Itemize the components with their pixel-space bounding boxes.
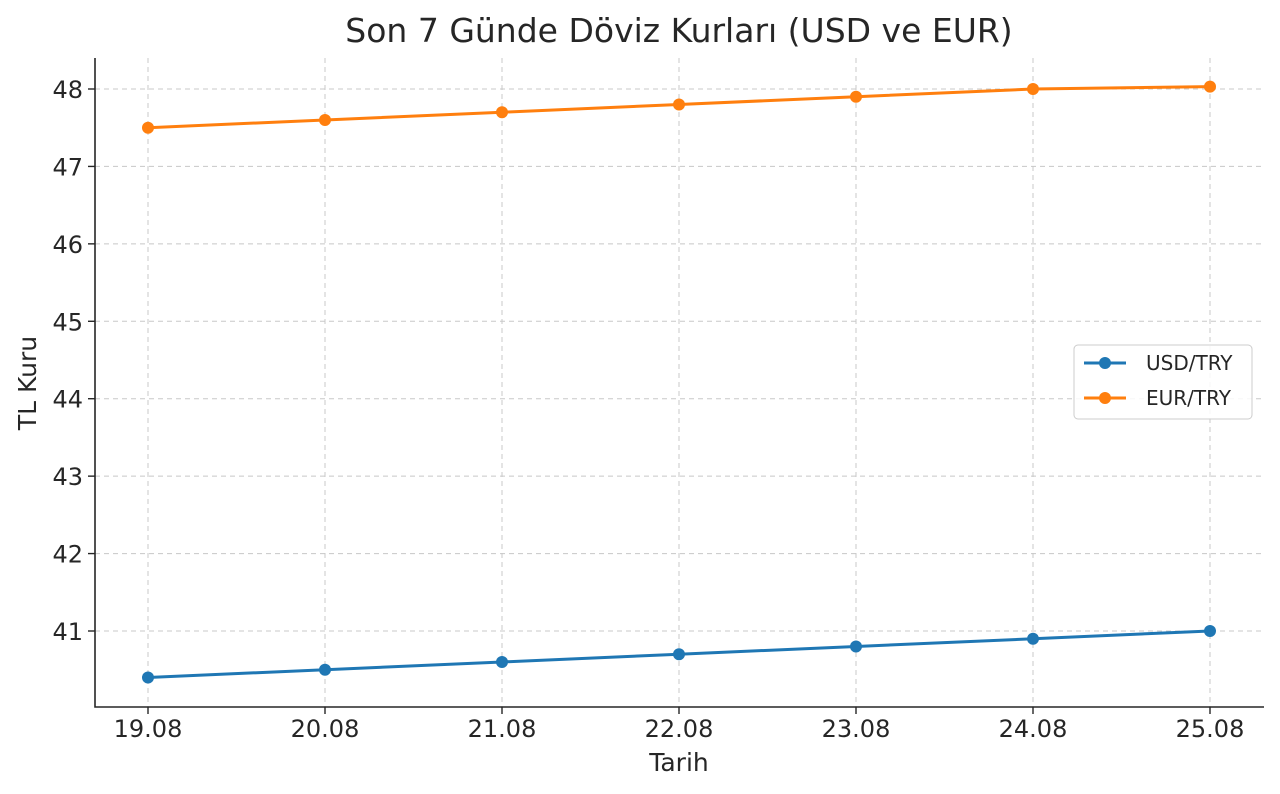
tick-labels: 19.08 20.08 21.08 22.08 23.08 24.08 25.08 41 42 4… [52, 76, 1244, 743]
y-tick-label: 43 [52, 463, 83, 491]
data-point-eur-try [142, 121, 154, 134]
y-tick-label: 41 [52, 618, 83, 646]
y-tick-label: 48 [52, 76, 83, 104]
data-point-usd-try [850, 640, 862, 653]
data-point-usd-try [673, 648, 685, 661]
data-point-usd-try [496, 655, 508, 668]
y-tick-label: 44 [52, 386, 83, 414]
legend: USD/TRY EUR/TRY [1073, 344, 1253, 420]
x-tick-label: 19.08 [114, 715, 183, 743]
data-point-usd-try [1027, 632, 1039, 645]
data-point-usd-try [1204, 625, 1216, 637]
data-point-eur-try [1204, 80, 1216, 93]
y-tick-label: 42 [52, 541, 83, 569]
data-point-usd-try [319, 663, 331, 676]
legend-marker-eur [1099, 392, 1111, 404]
x-tick-label: 24.08 [999, 715, 1068, 743]
axis-spines [94, 58, 1264, 708]
legend-label-usd: USD/TRY [1146, 351, 1233, 375]
x-tick-label: 21.08 [468, 715, 537, 743]
x-axis-label: Tarih [648, 748, 709, 777]
x-tick-label: 20.08 [291, 715, 360, 743]
y-axis-label: TL Kuru [13, 336, 42, 431]
y-tick-label: 45 [52, 308, 83, 336]
data-point-eur-try [319, 113, 331, 126]
series [142, 80, 1216, 684]
data-point-eur-try [496, 106, 508, 119]
y-tick-label: 47 [52, 153, 83, 181]
x-tick-label: 25.08 [1176, 715, 1245, 743]
x-tick-label: 22.08 [645, 715, 714, 743]
data-point-eur-try [850, 90, 862, 103]
data-point-eur-try [673, 98, 685, 111]
axes [88, 58, 1264, 714]
legend-marker-usd [1099, 357, 1111, 369]
data-point-eur-try [1027, 83, 1039, 95]
series-usd-try [142, 625, 1216, 684]
x-tick-label: 23.08 [822, 715, 891, 743]
series-eur-try [142, 80, 1216, 134]
legend-label-eur: EUR/TRY [1146, 386, 1232, 410]
data-point-usd-try [142, 671, 154, 684]
chart-title: Son 7 Günde Döviz Kurları (USD ve EUR) [345, 11, 1012, 50]
y-tick-label: 46 [52, 231, 83, 259]
